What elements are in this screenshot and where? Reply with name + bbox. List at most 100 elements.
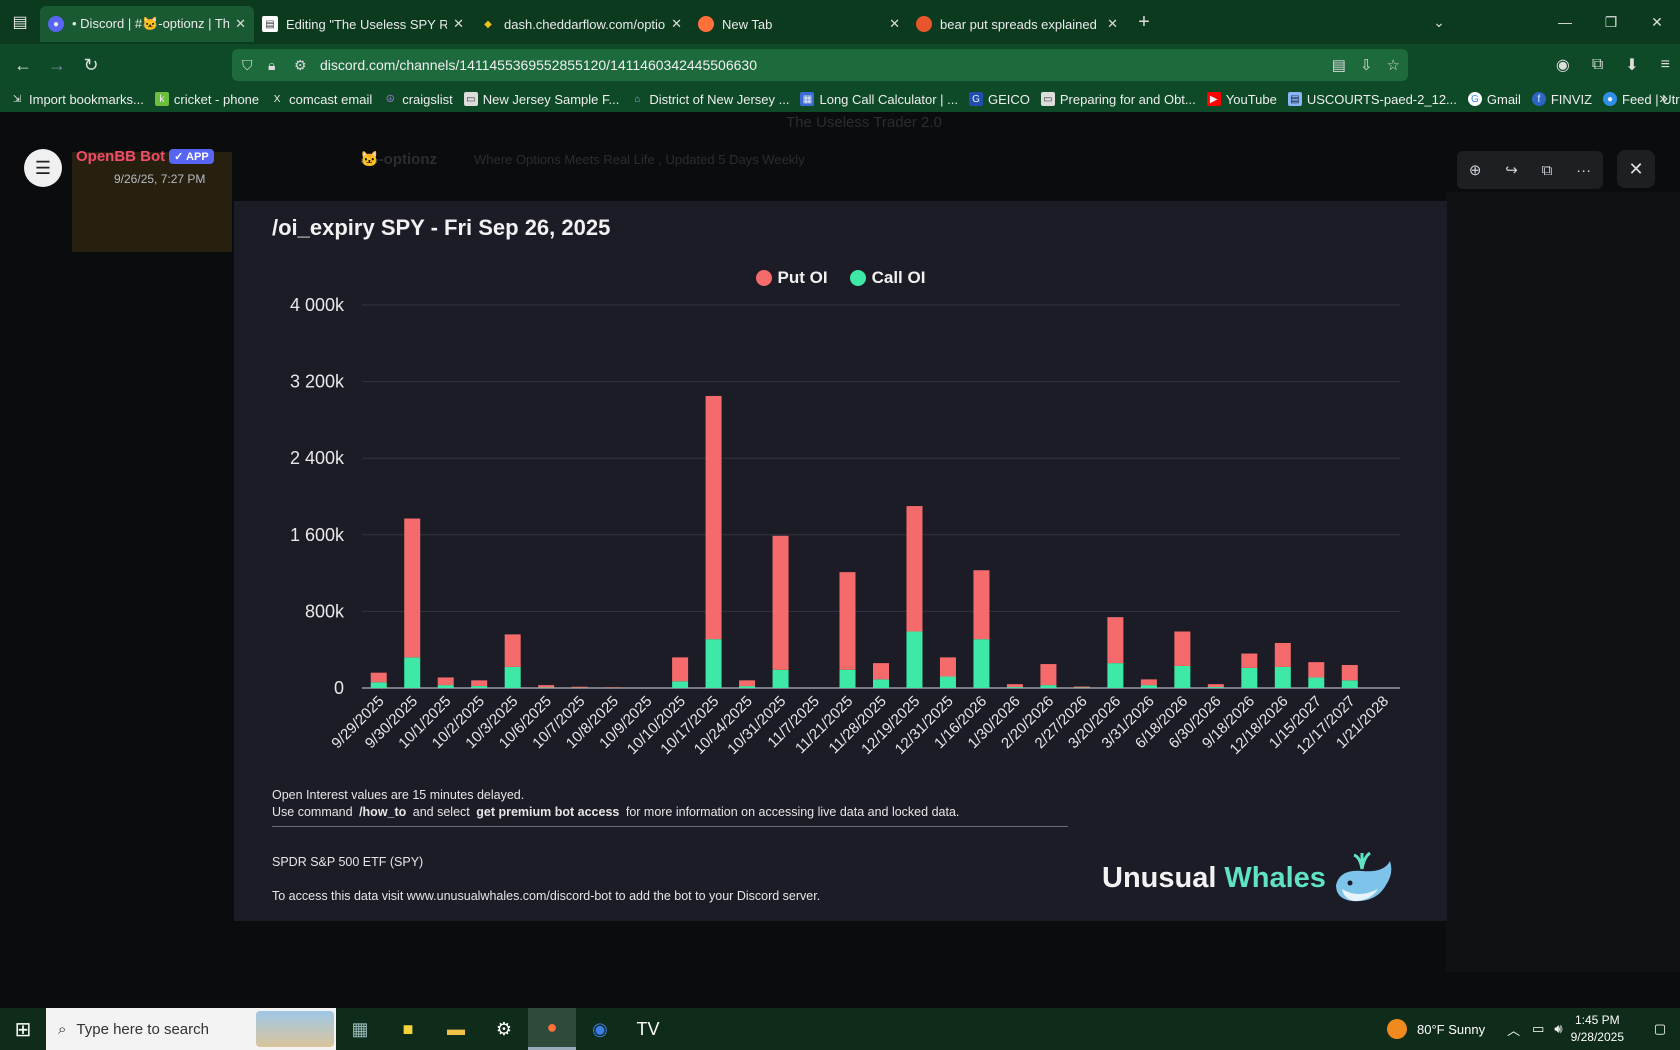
new-tab-button[interactable]: + xyxy=(1138,10,1150,33)
tab-editing[interactable]: ▤ Editing "The Useless SPY Report" ✕ xyxy=(254,6,472,42)
taskbar-search-input[interactable]: ⌕ Type here to search xyxy=(46,1008,336,1050)
channel-name-ghost: 🐱-optionz xyxy=(360,151,437,168)
bookmark-item[interactable]: ▦ Long Call Calculator | ... xyxy=(800,92,958,107)
bookmark-item[interactable]: G Gmail xyxy=(1467,92,1521,107)
bar-put-oi xyxy=(404,518,421,658)
bar-call-oi xyxy=(1107,663,1124,688)
bookmark-item[interactable]: ●Feed | Utradea xyxy=(1603,92,1680,107)
download-icon[interactable]: ⬇ xyxy=(1625,57,1639,74)
bookmark-item[interactable]: ▶ YouTube xyxy=(1206,92,1277,107)
volume-icon[interactable]: 🔊︎ xyxy=(1554,1021,1563,1036)
chart-footer-note: Open Interest values are 15 minutes dela… xyxy=(272,788,960,819)
bookmark-item[interactable]: ▭ New Jersey Sample F... xyxy=(463,92,619,107)
list-all-tabs-icon[interactable]: ⌄ xyxy=(1433,13,1445,30)
open-external-icon[interactable]: ⧉ xyxy=(1541,161,1553,179)
file-explorer-icon[interactable]: ▬ xyxy=(447,1018,465,1039)
bar-put-oi xyxy=(1107,617,1124,664)
zoom-icon[interactable]: ⊕ xyxy=(1468,162,1482,179)
bar-call-oi xyxy=(973,639,990,688)
bar-put-oi xyxy=(1006,684,1023,688)
google-icon: G xyxy=(1467,92,1482,106)
lock-icon[interactable]: 🔒︎ xyxy=(268,56,276,73)
tab-list-icon[interactable]: ▤ xyxy=(12,14,28,31)
windows-start-icon[interactable]: ⊞ xyxy=(14,1018,32,1041)
calculator-icon: ▦ xyxy=(800,92,815,106)
footer-divider xyxy=(272,826,1068,827)
bookmark-item[interactable]: k cricket - phone xyxy=(154,92,259,107)
bar-call-oi xyxy=(1174,665,1191,688)
bookmark-item[interactable]: f FINVIZ xyxy=(1531,92,1592,107)
tab-cheddarflow[interactable]: ◆ dash.cheddarflow.com/options- ✕ xyxy=(472,6,690,42)
close-tab-icon[interactable]: ✕ xyxy=(1107,16,1118,31)
calculator-icon[interactable]: ▦ xyxy=(351,1018,369,1039)
bookmark-item[interactable]: ▭ Preparing for and Obt... xyxy=(1040,92,1196,107)
channel-topic-ghost: Where Options Meets Real Life , Updated … xyxy=(474,152,805,167)
more-bookmarks-icon[interactable]: » xyxy=(1659,90,1668,107)
shield-icon[interactable]: ⛉ xyxy=(242,56,253,73)
bar-put-oi xyxy=(471,680,488,687)
author-name[interactable]: OpenBB Bot xyxy=(76,148,166,165)
more-options-icon[interactable]: ··· xyxy=(1576,161,1592,179)
bookmark-item[interactable]: ☮ craigslist xyxy=(383,92,453,107)
minimize-button[interactable]: — xyxy=(1558,14,1572,30)
restore-button[interactable]: ❐ xyxy=(1604,13,1618,30)
account-icon[interactable]: ◉ xyxy=(1555,57,1570,74)
close-tab-icon[interactable]: ✕ xyxy=(671,16,682,31)
forward-button[interactable]: → xyxy=(48,54,66,75)
tab-new-tab[interactable]: New Tab ✕ xyxy=(690,6,908,42)
menu-icon[interactable]: ≡ xyxy=(1660,56,1670,73)
forward-share-icon[interactable]: ↪ xyxy=(1505,162,1518,179)
bar-call-oi xyxy=(437,685,454,688)
install-icon[interactable]: ⇩ xyxy=(1359,57,1373,74)
bar-put-oi xyxy=(873,663,889,680)
avatar[interactable]: ☰ xyxy=(24,149,62,187)
notifications-icon[interactable]: ▢ xyxy=(1653,1021,1667,1036)
app-badge: ✓ APP xyxy=(169,149,214,164)
close-tab-icon[interactable]: ✕ xyxy=(453,16,464,31)
close-viewer-button[interactable]: ✕ xyxy=(1617,150,1655,188)
settings-icon[interactable]: ⚙ xyxy=(495,1018,513,1039)
server-title-ghost: The Useless Trader 2.0 xyxy=(786,114,942,131)
tradingview-icon[interactable]: TV xyxy=(636,1018,660,1039)
clock[interactable]: 1:45 PM 9/28/2025 xyxy=(1570,1013,1624,1044)
reader-view-icon[interactable]: ▤ xyxy=(1331,57,1346,74)
bar-call-oi xyxy=(1274,666,1291,688)
bookmark-item[interactable]: ⌂ District of New Jersey ... xyxy=(630,92,789,107)
bookmark-item[interactable]: G GEICO xyxy=(968,92,1030,107)
document-icon: ▤ xyxy=(262,16,278,32)
network-icon[interactable]: ▭ xyxy=(1532,1021,1545,1036)
close-window-button[interactable]: ✕ xyxy=(1651,13,1663,30)
sticky-notes-icon[interactable]: ■ xyxy=(402,1018,414,1039)
bar-call-oi xyxy=(1006,687,1023,688)
extensions-icon[interactable]: ⧉ xyxy=(1591,56,1604,73)
address-bar[interactable]: ⛉ 🔒︎ ⚙ discord.com/channels/141145536955… xyxy=(232,49,1408,81)
bar-put-oi xyxy=(571,686,588,688)
close-tab-icon[interactable]: ✕ xyxy=(889,16,900,31)
weather-widget[interactable]: 80°F Sunny xyxy=(1387,1019,1485,1039)
bookmark-item[interactable]: ⇲ Import bookmarks... xyxy=(10,92,144,107)
mail-app-icon[interactable]: ◉ xyxy=(592,1018,608,1039)
bookmark-star-icon[interactable]: ☆ xyxy=(1386,57,1400,74)
bar-put-oi xyxy=(705,395,722,640)
firefox-taskbar-icon[interactable]: ● xyxy=(528,1008,576,1050)
bookmark-item[interactable]: ▤ USCOURTS-paed-2_12... xyxy=(1287,92,1457,107)
server-banner-ghost xyxy=(72,152,232,252)
show-hidden-icons[interactable]: ︿ xyxy=(1507,1022,1521,1038)
bar-call-oi xyxy=(471,686,488,688)
y-tick-label: 2 400k xyxy=(290,448,345,468)
chart-title: /oi_expiry SPY - Fri Sep 26, 2025 xyxy=(272,215,611,240)
bar-put-oi xyxy=(839,572,856,670)
url-text[interactable]: discord.com/channels/1411455369552855120… xyxy=(320,57,757,73)
back-button[interactable]: ← xyxy=(14,54,32,75)
close-tab-icon[interactable]: ✕ xyxy=(235,16,246,31)
tab-bear-put[interactable]: bear put spreads explained at D ✕ xyxy=(908,6,1126,42)
bar-put-oi xyxy=(538,685,555,688)
site-settings-icon[interactable]: ⚙ xyxy=(294,56,307,73)
firefox-icon xyxy=(698,16,714,32)
tab-discord[interactable]: ● • Discord | #🐱-optionz | The U ✕ xyxy=(40,6,254,42)
system-tray: 80°F Sunny ︿ ▭ 🔊︎ 1:45 PM 9/28/2025 ▢ xyxy=(1387,1008,1680,1050)
reload-button[interactable]: ↻ xyxy=(83,54,99,75)
